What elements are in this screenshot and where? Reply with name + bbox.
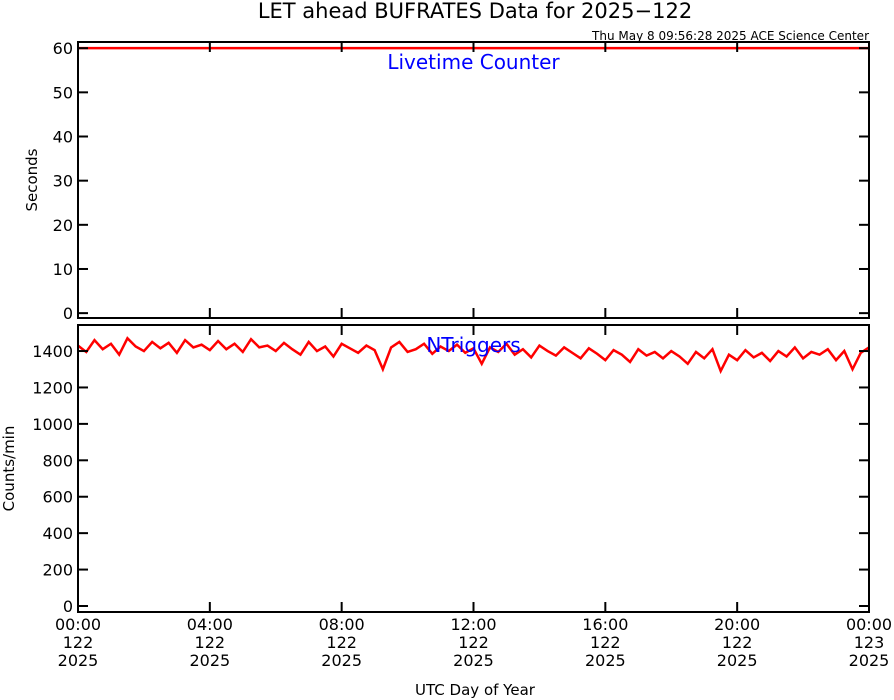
y-tick-label: 40 xyxy=(53,128,73,147)
x-tick-label-line: 122 xyxy=(63,633,94,652)
y-tick-label: 1000 xyxy=(32,415,73,434)
y-tick-label: 10 xyxy=(53,260,73,279)
y-tick-label: 0 xyxy=(63,597,73,616)
x-tick-label-line: 08:00 xyxy=(319,615,365,634)
y-axis-label: Seconds xyxy=(23,148,41,211)
x-tick-label: 00:00 122 2025 xyxy=(55,615,101,670)
x-tick-label-line: 2025 xyxy=(585,651,626,670)
y-tick-label: 200 xyxy=(42,561,73,580)
x-tick-label: 20:00 122 2025 xyxy=(714,615,760,670)
x-tick-label-line: 20:00 xyxy=(714,615,760,634)
annotation: Livetime Counter xyxy=(387,50,560,74)
subtitle: Thu May 8 09:56:28 2025 ACE Science Cent… xyxy=(591,29,869,43)
y-tick-label: 600 xyxy=(42,488,73,507)
y-tick-label: 30 xyxy=(53,172,73,191)
x-axis-label: UTC Day of Year xyxy=(415,681,536,699)
x-tick-label: 00:00 123 2025 xyxy=(846,615,892,670)
y-tick-label: 800 xyxy=(42,451,73,470)
x-tick-label-line: 123 xyxy=(854,633,885,652)
y-tick-label: 60 xyxy=(53,39,73,58)
x-tick-label: 08:00 122 2025 xyxy=(319,615,365,670)
x-tick-label-line: 00:00 xyxy=(55,615,101,634)
x-tick-label-line: 122 xyxy=(722,633,753,652)
y-tick-label: 1400 xyxy=(32,342,73,361)
x-tick-label-line: 122 xyxy=(195,633,226,652)
x-tick-label: 12:00 122 2025 xyxy=(450,615,496,670)
x-tick-label-line: 12:00 xyxy=(450,615,496,634)
x-tick-label-line: 2025 xyxy=(717,651,758,670)
x-tick-label-line: 2025 xyxy=(58,651,99,670)
x-tick-label-line: 2025 xyxy=(849,651,890,670)
chart-title: LET ahead BUFRATES Data for 2025−122 xyxy=(258,0,692,23)
x-tick-label-line: 122 xyxy=(326,633,357,652)
y-tick-label: 50 xyxy=(53,83,73,102)
x-tick-label-line: 122 xyxy=(458,633,489,652)
x-tick-label-line: 2025 xyxy=(321,651,362,670)
data-line xyxy=(77,336,870,375)
y-tick-label: 0 xyxy=(63,304,73,323)
x-tick-label-line: 00:00 xyxy=(846,615,892,634)
x-tick-label-line: 2025 xyxy=(453,651,494,670)
x-tick-label-line: 2025 xyxy=(189,651,230,670)
x-tick-label-line: 04:00 xyxy=(187,615,233,634)
x-tick-label-line: 16:00 xyxy=(582,615,628,634)
y-tick-label: 20 xyxy=(53,216,73,235)
x-tick-label: 04:00 122 2025 xyxy=(187,615,233,670)
annotation: NTriggers xyxy=(426,333,520,357)
x-tick-label-line: 122 xyxy=(590,633,621,652)
y-axis-label: Counts/min xyxy=(0,426,18,512)
x-tick-label: 16:00 122 2025 xyxy=(582,615,628,670)
y-tick-label: 400 xyxy=(42,524,73,543)
y-tick-label: 1200 xyxy=(32,378,73,397)
